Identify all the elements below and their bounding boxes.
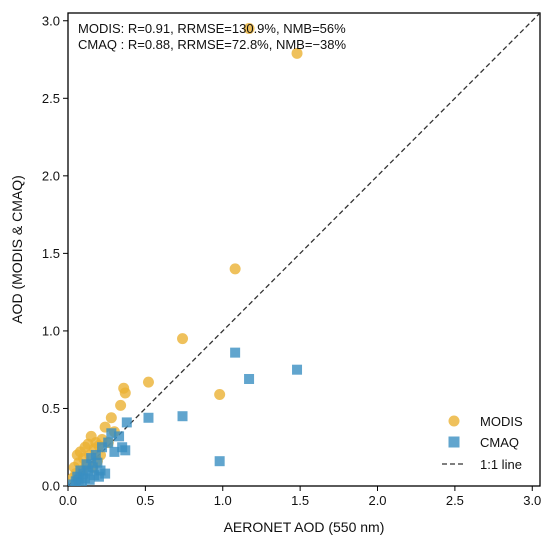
y-tick-label: 2.5 [42,91,60,106]
cmaq-point [103,437,114,448]
cmaq-point [214,456,225,467]
y-tick-label: 3.0 [42,13,60,28]
cmaq-point [244,373,255,384]
y-tick-label: 1.0 [42,323,60,338]
y-tick-label: 1.5 [42,246,60,261]
x-axis-label: AERONET AOD (550 nm) [224,519,385,535]
cmaq-point [93,471,104,482]
legend-label-modis: MODIS [480,414,523,429]
cmaq-point [100,468,111,479]
cmaq-point [143,412,154,423]
y-tick-label: 0.5 [42,401,60,416]
y-axis-label: AOD (MODIS & CMAQ) [9,175,25,324]
modis-point [214,389,226,401]
cmaq-point [121,417,132,428]
legend-label-line: 1:1 line [480,457,522,472]
annotation-line-1: MODIS: R=0.91, RRMSE=130.9%, NMB=56% [78,21,346,36]
legend: MODIS CMAQ 1:1 line [442,414,523,472]
x-tick-label: 1.0 [214,493,232,508]
modis-point [119,387,131,399]
modis-point [115,399,127,411]
x-tick-label: 3.0 [523,493,541,508]
cmaq-point [92,457,103,468]
cmaq-point [120,445,131,456]
cmaq-point [97,442,108,453]
x-tick-label: 1.5 [291,493,309,508]
cmaq-point [230,347,241,358]
modis-point [142,376,154,388]
cmaq-point [114,431,125,442]
legend-label-cmaq: CMAQ [480,435,519,450]
modis-point [229,263,241,275]
cmaq-point [106,428,117,439]
cmaq-point [81,459,92,470]
modis-point [291,47,303,59]
legend-marker-cmaq [448,436,460,448]
legend-marker-modis [448,415,460,427]
cmaq-point [177,411,188,422]
y-tick-label: 0.0 [42,479,60,494]
x-tick-label: 2.5 [446,493,464,508]
cmaq-point [109,446,120,457]
modis-point [105,412,117,424]
x-tick-label: 2.0 [368,493,386,508]
modis-point [177,333,189,345]
y-tick-label: 2.0 [42,168,60,183]
annotation-line-2: CMAQ : R=0.88, RRMSE=72.8%, NMB=−38% [78,37,346,52]
x-tick-label: 0.0 [59,493,77,508]
one-to-one-line [68,13,540,486]
cmaq-point [292,364,303,375]
cmaq-point [90,449,101,460]
modis-point [243,23,255,35]
x-tick-label: 0.5 [136,493,154,508]
